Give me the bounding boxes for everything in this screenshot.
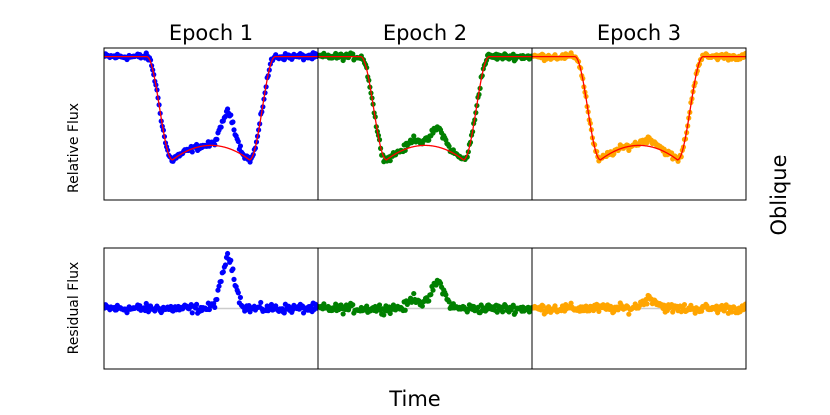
residual-point xyxy=(220,269,226,275)
flux-point xyxy=(224,106,231,112)
flux-point xyxy=(218,124,224,130)
residual-point xyxy=(340,311,346,317)
residual-point xyxy=(381,312,387,318)
residual-point xyxy=(314,305,318,311)
residual-point xyxy=(224,250,231,257)
residual-axes-frame xyxy=(531,247,747,370)
residual-point xyxy=(698,308,705,314)
residual-point xyxy=(124,310,130,316)
residual-point xyxy=(212,304,218,310)
model-curve xyxy=(104,55,318,161)
residual-point xyxy=(626,311,632,317)
residual-point xyxy=(350,302,356,308)
panel-3 xyxy=(531,47,747,370)
residual-point xyxy=(216,283,222,289)
residual-point xyxy=(545,304,552,310)
residual-point xyxy=(222,262,229,268)
residual-point xyxy=(430,287,436,293)
panel-title-3: Epoch 3 xyxy=(597,21,681,45)
panel-title-1: Epoch 1 xyxy=(169,21,253,45)
residual-point xyxy=(446,299,452,305)
flux-point xyxy=(426,137,432,143)
panel-title-2: Epoch 2 xyxy=(383,21,467,45)
residual-point xyxy=(230,266,236,272)
panel-2 xyxy=(317,47,533,370)
residual-point xyxy=(258,299,264,306)
flux-point xyxy=(235,138,241,145)
residual-point xyxy=(596,308,602,315)
flux-point xyxy=(189,149,195,155)
y-label-residual-flux: Residual Flux xyxy=(66,262,82,355)
residual-point xyxy=(268,301,275,308)
x-axis-label: Time xyxy=(388,387,440,411)
flux-point xyxy=(411,133,417,139)
flux-point xyxy=(446,143,452,149)
residual-point xyxy=(742,301,746,307)
residual-point xyxy=(512,309,519,316)
residual-point xyxy=(281,310,287,316)
flux-point xyxy=(228,112,234,118)
residual-point xyxy=(499,309,506,315)
flux-point xyxy=(387,158,393,164)
residual-point xyxy=(189,310,195,316)
panel-1 xyxy=(103,47,319,370)
residual-point xyxy=(540,303,546,309)
flux-axes-frame xyxy=(317,47,533,201)
y-label-relative-flux: Relative Flux xyxy=(66,103,82,193)
flux-point xyxy=(212,142,218,148)
residual-point xyxy=(528,305,532,311)
residual-point xyxy=(681,301,688,308)
residual-point xyxy=(428,291,434,298)
model-curve xyxy=(532,55,746,161)
residual-point xyxy=(643,296,649,303)
residual-point xyxy=(231,276,237,282)
residual-point xyxy=(644,301,650,307)
model-curve xyxy=(318,55,532,161)
residual-point xyxy=(568,300,574,306)
row-label-oblique: Oblique xyxy=(767,154,791,235)
flux-axes-frame xyxy=(531,47,747,201)
flux-point xyxy=(230,119,236,125)
residual-point xyxy=(411,290,417,297)
flux-point xyxy=(193,141,200,148)
flux-point xyxy=(742,50,746,57)
flux-point xyxy=(214,136,220,142)
residual-point xyxy=(214,296,220,303)
residual-point xyxy=(387,310,393,317)
residual-point xyxy=(333,301,339,307)
residual-point xyxy=(218,278,224,285)
flux-axes-frame xyxy=(103,47,319,201)
residual-point xyxy=(376,302,383,308)
residual-point xyxy=(237,294,244,301)
residual-point xyxy=(228,257,234,263)
residual-point xyxy=(215,287,221,293)
residual-point xyxy=(728,309,735,315)
flux-point xyxy=(231,127,237,133)
residual-point xyxy=(321,301,327,307)
residual-point xyxy=(443,292,449,298)
residual-point xyxy=(402,307,408,313)
flux-point xyxy=(237,143,244,149)
residual-point xyxy=(193,301,200,307)
residual-point xyxy=(235,290,241,296)
residual-point xyxy=(611,309,617,315)
residual-point xyxy=(419,303,425,309)
flux-point xyxy=(222,113,229,120)
residual-point xyxy=(426,298,432,304)
flux-point xyxy=(350,51,356,57)
